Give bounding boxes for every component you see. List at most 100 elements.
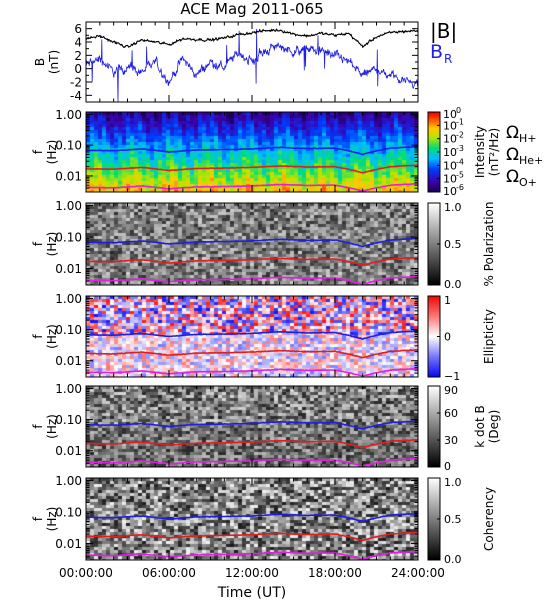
freq-ytick-label: 1.00 bbox=[55, 382, 82, 396]
chart-title: ACE Mag 2011-065 bbox=[180, 0, 323, 18]
freq-ytick-label: 0.10 bbox=[55, 323, 82, 337]
time-tick-label: 00:00:00 bbox=[59, 566, 113, 580]
colorbar-tick-exponent: -3 bbox=[456, 144, 464, 153]
colorbar-tick-label: 10 bbox=[443, 133, 457, 146]
omega-legend-H+: Ω bbox=[506, 123, 519, 143]
colorbar-tick-label: 10 bbox=[443, 159, 457, 172]
legend-b-magnitude: |B| bbox=[430, 19, 457, 43]
freq-ytick-label: 0.01 bbox=[55, 169, 82, 183]
spectrogram-intensity bbox=[86, 112, 418, 192]
cyclotron-line-he-coherency bbox=[85, 531, 418, 542]
legend-br-subscript: R bbox=[444, 52, 452, 66]
colorbar-tick-label: 0.0 bbox=[444, 553, 462, 566]
time-axis-label: Time (UT) bbox=[217, 585, 286, 600]
legend-br: B bbox=[430, 41, 443, 63]
freq-ylabel: f bbox=[31, 516, 45, 521]
freq-ylabel: f bbox=[31, 241, 45, 246]
colorbar-label-polarization: % Polarization bbox=[482, 202, 496, 287]
spectrogram-polarization bbox=[86, 203, 418, 285]
freq-ytick-label: 0.01 bbox=[55, 537, 82, 551]
cyclotron-line-h-coherency bbox=[85, 512, 419, 523]
freq-ylabel-unit: (Hz) bbox=[45, 507, 59, 532]
time-tick-label: 12:00:00 bbox=[225, 566, 279, 580]
omega-legend-He+: Ω bbox=[506, 145, 519, 165]
mag-ytick-label: 2 bbox=[74, 49, 82, 63]
mag-ytick-label: 0 bbox=[74, 62, 82, 76]
omega-legend-sub-He+: He+ bbox=[519, 154, 543, 167]
colorbar-tick-label: 0.5 bbox=[444, 238, 462, 251]
colorbar-label-coherency: Coherency bbox=[482, 487, 496, 551]
colorbar-tick-label: 10 bbox=[443, 119, 457, 132]
colorbar-tick-exponent: -2 bbox=[456, 131, 464, 140]
freq-ytick-label: 1.00 bbox=[55, 292, 82, 306]
time-tick-label: 06:00:00 bbox=[142, 566, 196, 580]
freq-ytick-label: 0.10 bbox=[55, 139, 82, 153]
spectrogram-images bbox=[86, 112, 440, 560]
cyclotron-line-h-intensity bbox=[85, 145, 419, 156]
freq-ylabel-unit: (Hz) bbox=[45, 324, 59, 349]
freq-ytick-label: 0.01 bbox=[55, 354, 82, 368]
colorbar-ellipticity bbox=[428, 296, 440, 377]
colorbar-label-kdotb: k dot B bbox=[473, 405, 487, 447]
omega-legend-sub-H+: H+ bbox=[519, 132, 537, 145]
mag-ylabel: B bbox=[33, 58, 47, 66]
colorbar-tick-label: 10 bbox=[443, 108, 457, 121]
time-tick-label: 18:00:00 bbox=[308, 566, 362, 580]
cyclotron-line-he-intensity bbox=[85, 164, 419, 174]
colorbar-tick-exponent: -1 bbox=[456, 117, 464, 126]
colorbar-label-ellipticity: Ellipticity bbox=[482, 309, 496, 364]
colorbar-kdotb bbox=[428, 386, 440, 467]
colorbar-tick-label: −1 bbox=[444, 370, 460, 383]
colorbar-tick-label: 10 bbox=[443, 146, 457, 159]
freq-ylabel: f bbox=[31, 149, 45, 154]
freq-ylabel-unit: (Hz) bbox=[45, 140, 59, 165]
freq-ytick-label: 0.10 bbox=[55, 231, 82, 245]
mag-ytick-label: 4 bbox=[74, 36, 82, 50]
colorbar-tick-label: 60 bbox=[444, 407, 458, 420]
mag-ytick-label: -2 bbox=[70, 76, 82, 90]
mag-panel-frame bbox=[85, 21, 419, 103]
mag-ylabel-unit: (nT) bbox=[47, 50, 61, 74]
mag-ytick-label: -4 bbox=[70, 89, 82, 103]
cyclotron-line-h-kdotb bbox=[85, 420, 419, 430]
colorbar-label-intensity: Intensity bbox=[473, 126, 487, 178]
colorbar-polarization bbox=[428, 203, 440, 285]
cyclotron-line-h-ellipticity bbox=[86, 330, 418, 340]
colorbar-tick-label: 30 bbox=[444, 434, 458, 447]
freq-ylabel-unit: (Hz) bbox=[45, 232, 59, 257]
colorbar-tick-label: 1.0 bbox=[444, 476, 462, 489]
spectrogram-ellipticity bbox=[86, 296, 418, 377]
spectrogram-kdotb bbox=[86, 386, 418, 467]
colorbar-frame-kdotb bbox=[427, 385, 441, 468]
series-line-b-magnitude bbox=[85, 28, 419, 49]
colorbar-tick-label: 0.0 bbox=[444, 278, 462, 291]
colorbar-tick-label: 10 bbox=[443, 173, 457, 186]
axes bbox=[85, 21, 441, 561]
freq-ytick-label: 1.00 bbox=[55, 199, 82, 213]
time-tick-label: 24:00:00 bbox=[391, 566, 445, 580]
freq-ytick-label: 1.00 bbox=[55, 108, 82, 122]
colorbar-tick-exponent: -5 bbox=[456, 171, 464, 180]
colorbar-tick-label: 0.5 bbox=[444, 513, 462, 526]
omega-legend-O+: Ω bbox=[506, 167, 519, 187]
mag-ytick-label: 6 bbox=[74, 22, 82, 36]
colorbar-tick-label: 1.0 bbox=[444, 201, 462, 214]
colorbar-tick-exponent: -4 bbox=[456, 157, 464, 166]
series-line-br bbox=[85, 28, 419, 103]
colorbar-intensity bbox=[428, 112, 440, 192]
cyclotron-line-h-polarization bbox=[86, 237, 419, 248]
freq-ytick-label: 0.10 bbox=[55, 506, 82, 520]
colorbar-coherency bbox=[428, 478, 440, 560]
colorbar-label-unit-kdotb: (Deg) bbox=[487, 410, 501, 444]
freq-ylabel: f bbox=[31, 334, 45, 339]
colorbar-tick-label: 0 bbox=[444, 460, 451, 473]
freq-ylabel: f bbox=[31, 424, 45, 429]
freq-ytick-label: 0.10 bbox=[55, 413, 82, 427]
freq-ytick-label: 0.01 bbox=[55, 262, 82, 276]
omega-legend-sub-O+: O+ bbox=[519, 176, 537, 189]
cyclotron-line-he-polarization bbox=[86, 256, 419, 267]
colorbar-label-unit-intensity: (nT²/Hz) bbox=[487, 128, 501, 176]
colorbar-tick-label: 10 bbox=[443, 185, 457, 198]
